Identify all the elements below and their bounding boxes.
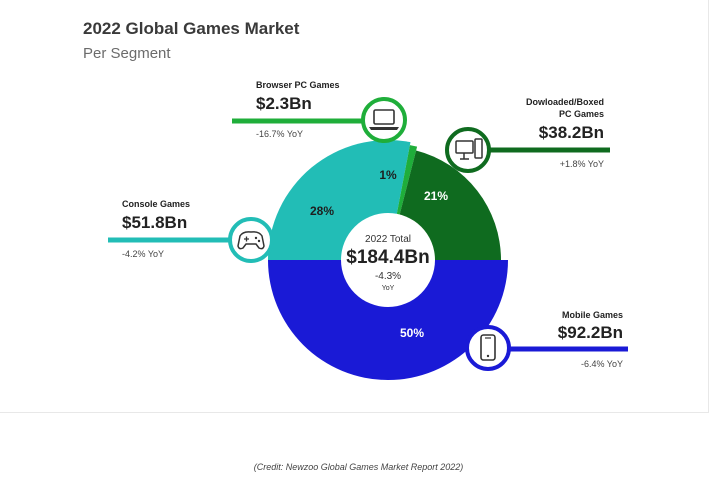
label-downloaded-name-2: PC Games [559,109,604,119]
pct-label-console: 28% [310,204,334,218]
desktop-pc-icon [445,127,491,173]
laptop-icon [361,97,407,143]
label-browser-value: $2.3Bn [256,94,312,113]
label-mobile-yoy: -6.4% YoY [581,359,623,369]
total-change: -4.3% [375,271,401,282]
label-mobile-name: Mobile Games [562,310,623,320]
label-downloaded-name-1: Dowloaded/Boxed [526,97,604,107]
label-downloaded-yoy: +1.8% YoY [560,159,604,169]
pct-label-downloaded: 21% [424,189,448,203]
label-console-name: Console Games [122,199,190,209]
label-console-value: $51.8Bn [122,213,187,232]
gamepad-icon [228,217,274,263]
chart-subtitle: Per Segment [83,45,171,62]
label-browser-name: Browser PC Games [256,80,340,90]
slice-mobile [268,260,508,380]
credit-note: (Credit: Newzoo Global Games Market Repo… [253,462,464,472]
label-downloaded-value: $38.2Bn [539,123,604,142]
pct-label-mobile: 50% [400,326,424,340]
donut-center [341,213,435,307]
label-browser-yoy: -16.7% YoY [256,129,303,139]
total-label: 2022 Total [365,234,411,245]
label-mobile-value: $92.2Bn [558,323,623,342]
total-value: $184.4Bn [346,247,429,268]
smartphone-icon [465,325,511,371]
chart-title: 2022 Global Games Market [83,19,300,38]
total-change-unit: YoY [382,285,395,292]
label-console-yoy: -4.2% YoY [122,249,164,259]
pct-label-browser: 1% [379,168,397,182]
